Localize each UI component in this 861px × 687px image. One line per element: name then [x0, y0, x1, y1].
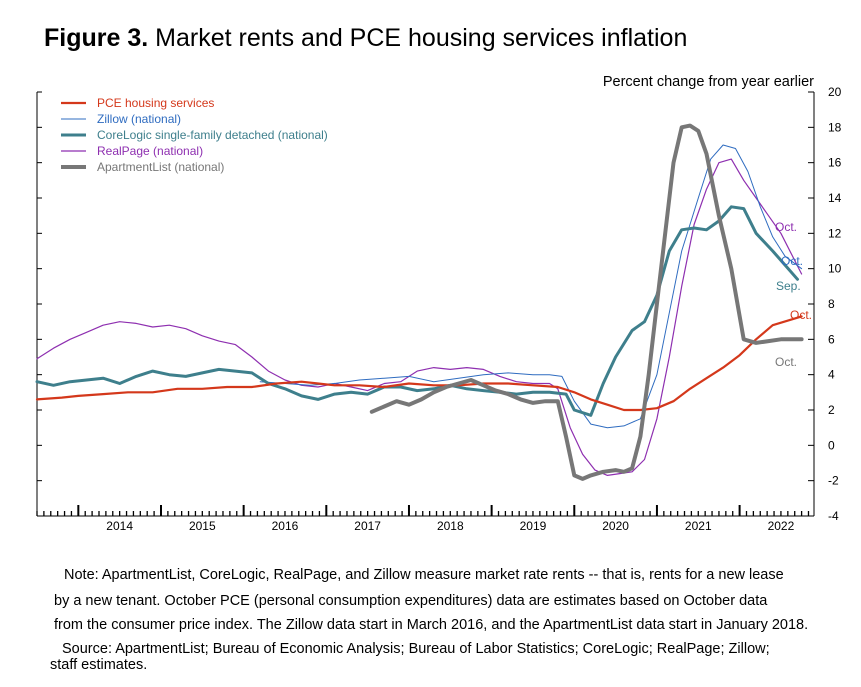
y-tick-label: -4 [828, 509, 839, 523]
x-tick-label: 2018 [437, 519, 464, 533]
note-line-2: by a new tenant. October PCE (personal c… [54, 593, 768, 609]
y-axis-label: Percent change from year earlier [603, 74, 814, 90]
legend-label-zillow: Zillow (national) [97, 112, 181, 126]
y-tick-label: 0 [828, 438, 835, 452]
series-line-zillow [259, 144, 803, 429]
note-line-1: Note: ApartmentList, CoreLogic, RealPage… [64, 567, 784, 583]
source-line-2: staff estimates. [50, 657, 148, 673]
x-tick-label: 2014 [106, 519, 133, 533]
figure-label: Figure 3 [44, 24, 142, 52]
x-tick-label: 2015 [189, 519, 216, 533]
end-label-realpage: Oct. [775, 220, 797, 234]
y-tick-label: 6 [828, 332, 835, 346]
x-tick-label: 2020 [602, 519, 629, 533]
y-tick-label: -2 [828, 474, 839, 488]
figure-title: Figure 3. Market rents and PCE housing s… [44, 24, 687, 53]
y-tick-label: 18 [828, 120, 842, 134]
end-label-corelogic: Sep. [776, 279, 801, 293]
series-line-realpage [36, 158, 803, 476]
legend-label-corelogic: CoreLogic single-family detached (nation… [97, 128, 328, 142]
series-line-pce [35, 315, 803, 412]
y-tick-label: 12 [828, 226, 842, 240]
source-line-1: Source: ApartmentList; Bureau of Economi… [62, 641, 770, 657]
figure-title-text: Market rents and PCE housing services in… [148, 24, 688, 52]
legend-label-realpage: RealPage (national) [97, 144, 203, 158]
y-tick-label: 2 [828, 403, 835, 417]
line-chart: -4 -2 0 2 4 6 8 10 12 14 16 18 20 2014 2015 2016 2017 201… [35, 74, 842, 533]
x-tick-label: 2016 [272, 519, 299, 533]
x-tick-label: 2019 [520, 519, 547, 533]
x-tick-label: 2021 [685, 519, 712, 533]
legend-label-pce: PCE housing services [97, 96, 214, 110]
figure-label-dot: . [141, 24, 149, 52]
y-tick-label: 10 [828, 262, 842, 276]
y-tick-label: 20 [828, 85, 842, 99]
end-label-zillow: Oct. [781, 254, 803, 268]
note-line-3: from the consumer price index. The Zillo… [54, 617, 809, 633]
x-tick-label: 2022 [768, 519, 795, 533]
end-label-pce: Oct. [790, 308, 812, 322]
y-tick-label: 4 [828, 368, 835, 382]
series-line-apartmentlist [369, 123, 804, 481]
y-tick-label: 16 [828, 156, 842, 170]
y-tick-label: 8 [828, 297, 835, 311]
end-label-apartmentlist: Oct. [775, 355, 797, 369]
legend-label-apartmentlist: ApartmentList (national) [97, 160, 224, 174]
x-tick-label: 2017 [354, 519, 381, 533]
y-tick-label: 14 [828, 191, 842, 205]
